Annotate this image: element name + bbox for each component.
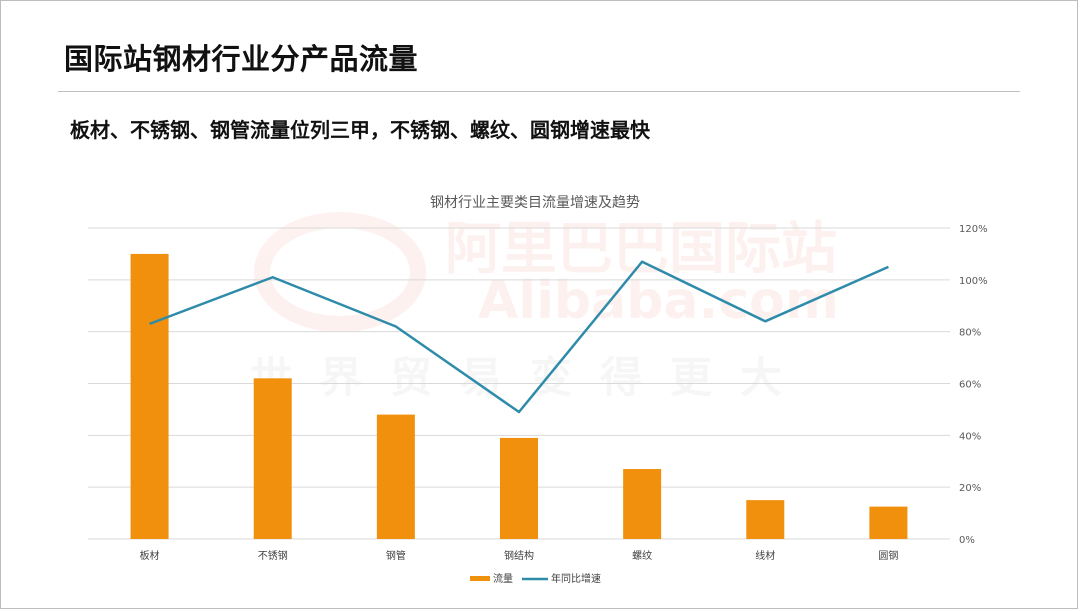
x-axis-category-label: 板材: [140, 549, 160, 562]
bar-series: [130, 253, 908, 539]
bar: [253, 378, 292, 539]
x-axis-category-label: 钢结构: [504, 549, 534, 562]
chart-title: 钢材行业主要类目流量增速及趋势: [430, 195, 640, 211]
title-divider: [58, 91, 1020, 92]
y-axis-tick-label: 80%: [959, 328, 981, 339]
y-axis-tick-label: 60%: [959, 380, 981, 391]
x-axis-category-label: 螺纹: [632, 549, 652, 562]
y-axis-tick-label: 100%: [959, 276, 988, 287]
bar: [500, 437, 538, 539]
y-axis-tick-label: 120%: [959, 224, 988, 235]
x-axis-category-label: 不锈钢: [258, 549, 288, 562]
x-axis-category-label: 圆钢: [878, 549, 898, 562]
x-axis-category-label: 钢管: [386, 549, 406, 562]
alibaba-watermark: 阿里巴巴国际站 Alibaba.com 世界贸易变得更大: [250, 212, 839, 402]
gridlines: [88, 227, 950, 540]
chart-legend: 流量 年同比增速: [470, 572, 601, 585]
bar: [623, 469, 662, 539]
legend-label-line: 年同比增速: [551, 572, 601, 585]
legend-label-bar: 流量: [493, 572, 513, 585]
watermark-line-2: Alibaba.com: [478, 271, 839, 331]
axis-labels: 0% 20% 40% 60% 80% 100% 120% 板材 不锈钢 钢管 钢结构 螺纹 线材 圆钢: [140, 224, 988, 562]
legend-swatch-bar: [470, 576, 490, 581]
watermark-line-3: 世界贸易变得更大: [250, 353, 810, 402]
watermark-logo-icon: [254, 212, 426, 332]
bar: [130, 253, 169, 539]
slide-title: 国际站钢材行业分产品流量: [64, 42, 419, 76]
x-axis-category-label: 线材: [755, 549, 775, 562]
y-axis-tick-label: 40%: [959, 431, 981, 442]
line-series: [149, 260, 889, 414]
slide-subtitle: 板材、不锈钢、钢管流量位列三甲，不锈钢、螺纹、圆钢增速最快: [70, 118, 650, 142]
bar: [376, 414, 415, 539]
y-axis-tick-label: 20%: [959, 483, 981, 494]
bar: [869, 506, 908, 539]
y-axis-tick-label: 0%: [959, 535, 975, 546]
bar: [746, 500, 785, 539]
